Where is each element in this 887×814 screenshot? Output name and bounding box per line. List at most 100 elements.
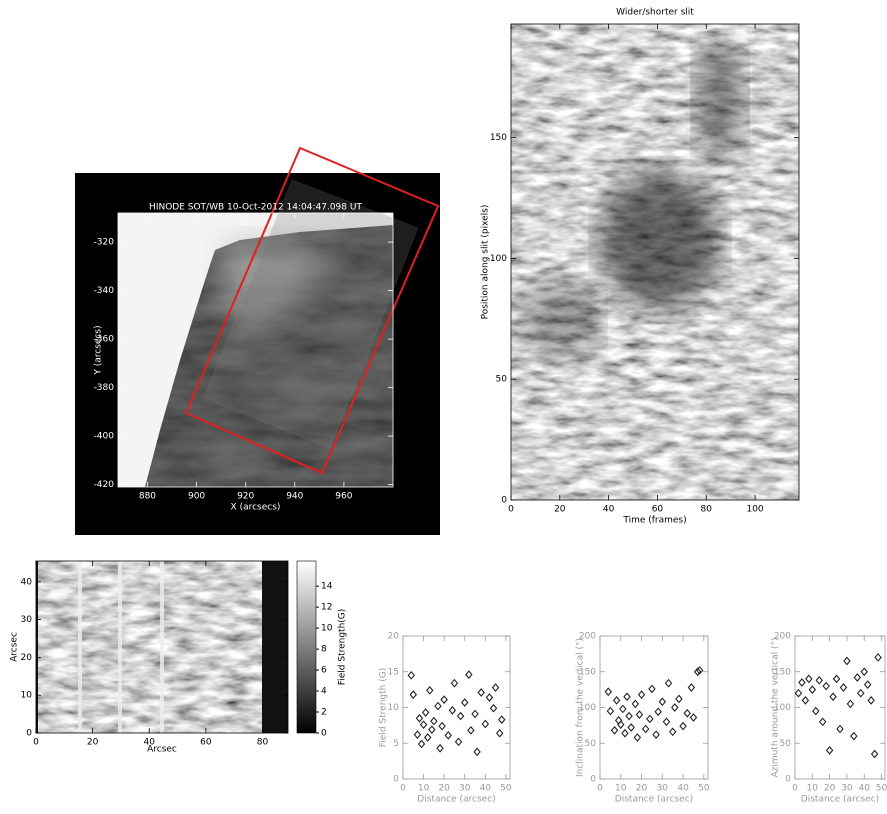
data-point: [664, 678, 673, 688]
y-tick-label: 50: [496, 375, 508, 385]
x-axis-label: Distance (arcsec): [417, 795, 495, 805]
data-point: [471, 709, 479, 719]
panel: 0 10 20 30 40 50 0 50 100 150 200 Distance (arcsec)…: [771, 632, 887, 805]
y-tick-label: 200: [579, 632, 596, 642]
y-axis-label: Arcsec: [10, 632, 20, 662]
data-point: [444, 731, 452, 740]
y-tick-label: 150: [774, 667, 791, 677]
y-tick-label: 15: [388, 667, 399, 677]
x-tick-label: 60: [200, 738, 212, 748]
plot-frame: [402, 635, 511, 780]
data-point: [623, 692, 631, 702]
plot-frame: [35, 560, 289, 734]
x-tick-label: 20: [636, 784, 648, 794]
data-point: [465, 670, 473, 679]
data-point: [633, 733, 642, 742]
data-point: [617, 720, 625, 730]
data-point: [495, 728, 504, 738]
y-axis-label: Field Strength (G): [379, 668, 389, 747]
y-tick-label: 20: [21, 653, 33, 663]
data-point: [822, 681, 830, 691]
data-point: [604, 687, 613, 697]
data-point: [846, 699, 855, 709]
data-point: [409, 690, 418, 699]
data-point: [870, 749, 879, 759]
data-point: [658, 697, 667, 707]
data-point: [612, 696, 621, 705]
x-axis-label: X (arcsecs): [231, 503, 281, 513]
plot-frame: [794, 635, 886, 780]
data-point: [635, 710, 644, 719]
colorbar-tick-label: 14: [321, 582, 333, 592]
x-tick-label: 40: [480, 784, 492, 794]
data-point: [421, 708, 430, 717]
data-point: [687, 683, 696, 692]
slit-box: [184, 146, 440, 475]
y-tick-label: 40: [21, 577, 33, 587]
x-tick-label: 40: [677, 784, 689, 794]
y-tick-label: 200: [774, 632, 791, 642]
panel: 0 20 40 60 80 100 0 50 100 150 Wider/shorter slit T…: [481, 8, 800, 526]
data-point: [832, 674, 841, 684]
y-tick-label: 5: [393, 739, 399, 749]
x-tick-label: 20: [824, 784, 836, 794]
map-streak: [160, 561, 164, 733]
x-tick-label: 0: [400, 784, 406, 794]
x-tick-label: 30: [459, 784, 471, 794]
y-axis-label: Position along slit (pixels): [481, 205, 491, 320]
data-point: [454, 737, 463, 747]
x-tick-label: 940: [286, 492, 303, 502]
y-tick-label: 0: [590, 775, 596, 785]
x-tick-label: 900: [188, 492, 205, 502]
data-point: [428, 725, 436, 735]
x-tick-label: 80: [257, 738, 269, 748]
data-point: [668, 727, 677, 737]
y-tick-label: 0: [785, 775, 791, 785]
data-point: [662, 717, 671, 727]
y-axis-label: Azimuth around the vertical (°): [771, 637, 781, 777]
data-point: [818, 717, 827, 727]
data-point: [646, 714, 654, 724]
colorbar-label: Field Strength(G): [338, 609, 348, 686]
data-point: [805, 674, 813, 684]
data-point: [808, 685, 817, 694]
x-tick-label: 10: [807, 784, 819, 794]
data-point: [675, 694, 683, 704]
colorbar-tick-label: 10: [321, 624, 333, 634]
y-tick-label: -400: [94, 432, 115, 442]
chart-title: HINODE SOT/WB 10-Oct-2012 14:04:47.098 U…: [149, 203, 362, 213]
y-tick-label: -380: [94, 383, 115, 393]
y-tick-label: 150: [579, 667, 596, 677]
data-point: [450, 678, 459, 688]
x-tick-label: 0: [508, 505, 514, 515]
data-point: [683, 708, 691, 718]
data-point: [434, 701, 442, 711]
x-tick-label: 30: [657, 784, 669, 794]
chart-title: Wider/shorter slit: [616, 8, 694, 18]
data-point: [679, 721, 687, 731]
data-point: [654, 707, 662, 717]
y-tick-label: 100: [774, 703, 791, 713]
data-point: [467, 726, 475, 735]
x-axis-label: Distance (arcsec): [615, 795, 693, 805]
data-point: [850, 731, 858, 741]
y-tick-label: 150: [490, 133, 507, 143]
x-tick-label: 50: [876, 784, 887, 794]
y-tick-label: 20: [388, 632, 400, 642]
x-tick-label: 20: [554, 505, 566, 515]
data-point: [874, 653, 882, 662]
y-tick-label: 50: [780, 739, 792, 749]
y-tick-label: 100: [490, 254, 507, 264]
plot-frame: [510, 23, 800, 501]
y-tick-label: 30: [21, 615, 33, 625]
data-point: [853, 673, 862, 682]
data-point: [440, 695, 448, 704]
x-tick-label: 0: [33, 738, 39, 748]
data-point: [489, 703, 498, 713]
panel: 0 10 20 30 40 50 0 50 100 150 200 Distance (arcsec)…: [576, 632, 710, 805]
data-point: [825, 746, 834, 755]
colorbar-tick-label: 6: [321, 666, 327, 676]
x-tick-label: 920: [237, 492, 254, 502]
